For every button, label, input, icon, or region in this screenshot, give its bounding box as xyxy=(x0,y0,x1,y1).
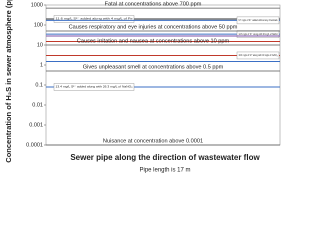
x-axis-title: Sewer pipe along the direction of wastew… xyxy=(70,153,260,162)
threshold-label: Causes respiratory and eye injuries at c… xyxy=(69,25,238,31)
measurement-label-box xyxy=(53,15,135,23)
measurement-label-box xyxy=(236,16,280,25)
y-tick-label: 1000 xyxy=(31,2,43,8)
measurement-label-box xyxy=(236,30,280,38)
y-tick-label: 0.001 xyxy=(29,122,43,128)
measurement-label-box xyxy=(236,51,280,60)
y-tick-label: 0.0001 xyxy=(26,142,43,148)
x-axis-subtitle: Pipe length is 17 m xyxy=(139,168,190,174)
threshold-label: Gives unpleasant smell at concentrations… xyxy=(83,65,224,71)
measurement-label: 9.7 mg/L of S²⁻ added without any chemic… xyxy=(239,18,278,22)
y-tick-label: 0.1 xyxy=(35,82,43,88)
y-tick-label: 1 xyxy=(40,62,43,68)
measurement-label: 12.6 mg/L of S²⁻ along with 40 mg/L of N… xyxy=(239,32,278,36)
measurement-label: 11.6 mg/L S²⁻ added along with 4 mg/L of… xyxy=(56,17,134,21)
threshold-label: Fatal at concentrations above 700 ppm xyxy=(105,2,202,8)
y-tick-label: 10 xyxy=(37,42,43,48)
page: Sewer pipe along the direction of wastew… xyxy=(3,0,281,174)
threshold-label: Nuisance at concentration above 0.0001 xyxy=(103,138,203,144)
measurement-label: 16.3 mg/L of S²⁻ along with 40 mg/L of F… xyxy=(239,53,279,57)
y-tick-label: 100 xyxy=(34,22,43,28)
threshold-label: Causes irritation and nausea at concentr… xyxy=(77,38,230,44)
measurement-label: 13.4 mg/L S²⁻ added along with 26.3 mg/L… xyxy=(56,85,133,89)
y-axis-title: Concentration of H₂S in sewer atmosphere… xyxy=(4,0,13,163)
chart: Sewer pipe along the direction of wastew… xyxy=(4,0,281,174)
measurement-label-box xyxy=(53,83,135,91)
y-tick-label: 0.01 xyxy=(32,102,43,108)
